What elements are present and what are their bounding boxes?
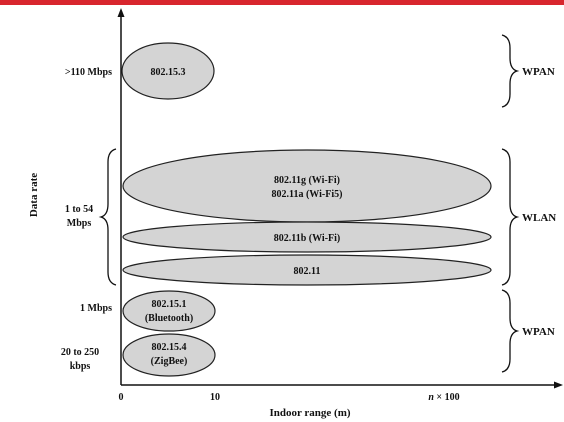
y-tick-110mbps: >110 Mbps (65, 67, 112, 78)
label-802-11a: 802.11a (Wi-Fi5) (272, 189, 343, 200)
top-accent-bar (0, 0, 564, 5)
label-802-15-3: 802.15.3 (151, 67, 186, 78)
ellipse-802-15-1 (122, 290, 216, 332)
ellipse-802-15-3 (121, 42, 215, 100)
group-label-top-wpan: WPAN (522, 66, 555, 78)
x-tick-n-suffix: × 100 (434, 392, 460, 403)
label-802-15-4: 802.15.4 (152, 342, 187, 353)
group-label-bottom-wpan: WPAN (522, 326, 555, 338)
label-bluetooth: (Bluetooth) (145, 313, 193, 324)
y-tick-kbps-line2: kbps (70, 361, 91, 372)
right-brace-top-wpan (501, 34, 520, 108)
x-tick-0: 0 (119, 392, 124, 403)
x-tick-n100: n × 100 (428, 392, 459, 403)
y-tick-1to54-line2: Mbps (67, 218, 92, 229)
label-802-11b: 802.11b (Wi-Fi) (274, 233, 340, 244)
label-zigbee: (ZigBee) (151, 356, 188, 367)
y-tick-kbps-line1: 20 to 250 (61, 347, 99, 358)
y-tick-1mbps: 1 Mbps (80, 303, 112, 314)
x-tick-n-italic: n (428, 392, 434, 403)
x-axis-arrow (554, 381, 563, 389)
y-tick-1to54-line1: 1 to 54 (65, 204, 93, 215)
left-brace-wlan-range (98, 148, 117, 286)
x-axis-title: Indoor range (m) (269, 407, 350, 419)
ellipse-802-15-4 (122, 333, 216, 377)
group-label-wlan: WLAN (522, 212, 556, 224)
right-brace-wlan (501, 148, 520, 286)
x-tick-10: 10 (210, 392, 220, 403)
label-802-11: 802.11 (294, 266, 321, 277)
ellipse-802-11b (122, 221, 492, 253)
label-802-15-1: 802.15.1 (152, 299, 187, 310)
y-axis-title: Data rate (28, 173, 40, 217)
right-brace-bottom-wpan (501, 289, 520, 373)
label-802-11g: 802.11g (Wi-Fi) (274, 175, 340, 186)
ellipse-802-11 (122, 254, 492, 286)
ellipse-802-11g-a (122, 149, 492, 223)
y-axis-arrow (117, 8, 125, 17)
